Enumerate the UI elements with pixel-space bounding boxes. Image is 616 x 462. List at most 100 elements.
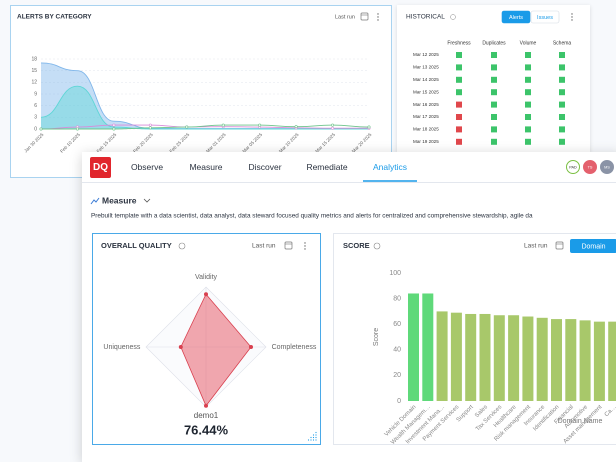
- x-tick-label: Mar 01 2025: [205, 132, 227, 154]
- panel-title: HISTORICAL: [406, 14, 445, 21]
- x-tick-label: Mar 05 2025: [241, 132, 263, 154]
- resize-dot[interactable]: [312, 436, 315, 439]
- status-cell: [491, 126, 497, 133]
- status-cell: [559, 138, 565, 145]
- status-cell: [559, 89, 565, 96]
- status-cell: [559, 52, 565, 58]
- x-tick-label: Mar 10 2025: [278, 132, 300, 154]
- x-axis-label: Domain Name: [558, 418, 603, 425]
- resize-dot[interactable]: [307, 439, 310, 441]
- calendar-icon[interactable]: [360, 12, 369, 21]
- radar-chart: OVERALL QUALITY Last run demo1 76.44% Va…: [101, 241, 317, 441]
- y-tick-label: 15: [31, 68, 37, 74]
- line: [40, 85, 369, 130]
- status-cell: [456, 76, 462, 83]
- kebab-dot[interactable]: [571, 19, 573, 21]
- tab-label[interactable]: Alerts: [509, 15, 523, 21]
- bar: [565, 319, 577, 401]
- avatar-label[interactable]: PAD: [569, 166, 577, 170]
- kebab-dot[interactable]: [377, 19, 379, 21]
- tab-label[interactable]: Issues: [537, 15, 553, 21]
- status-cell: [491, 76, 497, 83]
- status-cell: [525, 64, 531, 71]
- point: [221, 123, 225, 127]
- status-cell: [525, 138, 531, 145]
- y-tick-label: 40: [393, 347, 401, 354]
- status-cell: [491, 114, 497, 120]
- tab[interactable]: [501, 10, 531, 24]
- row-date: Mar 13 2025: [413, 65, 439, 70]
- status-cell: [559, 126, 565, 133]
- calendar-icon[interactable]: [284, 241, 293, 250]
- status-cell: [456, 138, 462, 145]
- nav-tab[interactable]: Analytics: [373, 162, 407, 172]
- status-cell: [491, 52, 497, 58]
- kebab-dot[interactable]: [571, 13, 573, 15]
- point: [39, 127, 43, 131]
- resize-dot[interactable]: [315, 431, 317, 434]
- resize-dot[interactable]: [310, 436, 312, 439]
- kebab-dot[interactable]: [304, 248, 306, 250]
- area: [41, 86, 369, 129]
- y-tick-label: 9: [34, 91, 37, 97]
- bar: [450, 312, 462, 401]
- resize-dot[interactable]: [312, 439, 315, 441]
- avatar[interactable]: [600, 160, 614, 174]
- avatar[interactable]: [583, 160, 597, 174]
- bar: [508, 315, 520, 401]
- chevron[interactable]: [143, 198, 151, 203]
- nav-tab[interactable]: Discover: [248, 162, 281, 172]
- calendar-icon[interactable]: [555, 241, 564, 250]
- nav-tab[interactable]: Measure: [189, 162, 222, 172]
- x-tick-label: Mar 20 2025: [351, 132, 373, 154]
- y-tick-label: 60: [393, 321, 401, 328]
- status-cell: [525, 89, 531, 96]
- alerts-panel: ALERTS BY CATEGORY Last run 0 3 6 9 12 15 18 Ja…: [10, 5, 392, 178]
- domain-button[interactable]: [570, 239, 616, 253]
- status-cell: [525, 52, 531, 58]
- radar-point: [249, 345, 253, 349]
- kebab-dot[interactable]: [377, 16, 379, 18]
- status-cell: [456, 52, 462, 58]
- bar: [465, 313, 477, 401]
- nav-tab[interactable]: Observe: [131, 162, 163, 172]
- kebab-dot[interactable]: [304, 242, 306, 244]
- x-tick-label: Feb 10 2025: [59, 132, 81, 154]
- resize-dot[interactable]: [312, 434, 315, 436]
- nav: DQ Observe Measure Discover Remediate Analyt…: [90, 157, 614, 182]
- y-tick-label: 80: [393, 295, 401, 302]
- last-run: Last run: [252, 243, 276, 250]
- domain-button-label[interactable]: Domain: [581, 243, 605, 250]
- card-title: OVERALL QUALITY: [101, 241, 172, 250]
- avatar[interactable]: [566, 160, 580, 174]
- axis-label: Uniqueness: [103, 344, 140, 351]
- axis-label: Completeness: [272, 344, 317, 351]
- avatar-label[interactable]: TS: [588, 166, 593, 170]
- x-tick-label: Feb 15 2025: [96, 132, 118, 154]
- resize-dot[interactable]: [315, 434, 317, 436]
- line: [40, 124, 369, 130]
- kebab-dot[interactable]: [304, 245, 306, 247]
- resize-dot[interactable]: [310, 439, 312, 441]
- point: [148, 126, 152, 130]
- bar: [522, 316, 534, 401]
- last-run: Last run: [335, 14, 355, 20]
- section-header: Measure Prebuilt template with a data sc…: [90, 195, 533, 220]
- nav-tab[interactable]: Remediate: [306, 162, 347, 172]
- info-icon: [178, 242, 186, 250]
- tab[interactable]: [530, 10, 560, 24]
- point: [112, 127, 116, 131]
- kebab-dot[interactable]: [571, 16, 573, 18]
- resize-dot[interactable]: [315, 439, 317, 441]
- last-run: Last run: [524, 243, 548, 250]
- area: [41, 62, 369, 130]
- bar: [551, 319, 562, 401]
- resize-dot[interactable]: [315, 436, 317, 439]
- score-card: SCORE Last run Domain Score Domain Name …: [333, 233, 616, 445]
- avatar-label[interactable]: MS: [604, 166, 610, 170]
- column-header: Volume: [520, 40, 537, 46]
- info-icon: [373, 242, 381, 250]
- kebab-dot[interactable]: [377, 13, 379, 15]
- x-tick-label: Mar 15 2025: [314, 132, 336, 154]
